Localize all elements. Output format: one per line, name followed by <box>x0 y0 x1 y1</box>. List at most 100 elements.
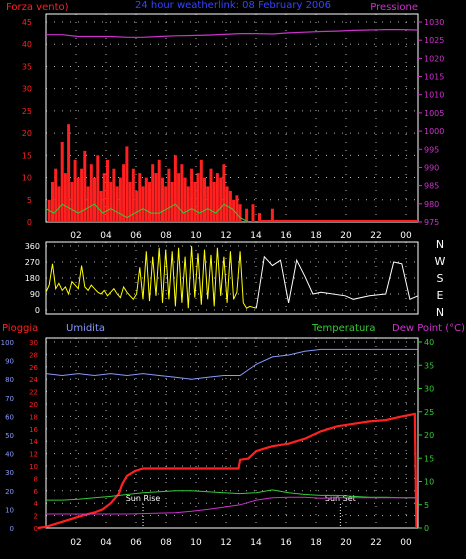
wind-force-bar <box>167 168 171 222</box>
wind-force-bar <box>180 164 184 222</box>
wind-force-bar <box>209 168 213 222</box>
humidity-line <box>45 348 418 380</box>
wind-force-bar <box>106 159 109 222</box>
panel3-rain-tick: 26 <box>29 364 38 372</box>
panel1-title: 24 hour weatherlink: 08 February 2006 <box>135 0 331 11</box>
wind-force-bar <box>109 182 113 222</box>
panel2-compass-label: W <box>435 255 446 268</box>
wind-force-bar <box>222 164 226 222</box>
wind-force-bar <box>148 182 151 222</box>
panel3-rain-tick: 14 <box>29 438 38 446</box>
wind-force-bar <box>245 208 249 222</box>
wind-force-bar <box>161 177 164 222</box>
wind-force-bar <box>173 155 177 222</box>
panel1-y-left-tick: 15 <box>22 151 32 160</box>
wind-force-bar <box>80 168 84 222</box>
panel1-y-left-tick: 40 <box>22 40 32 49</box>
panel3-dewpoint-label: Dew Point (°C) <box>392 323 465 334</box>
panel1-frame <box>45 13 419 223</box>
panel3-humidity-tick: 60 <box>5 413 14 421</box>
panel3-humidity-tick: 90 <box>5 358 14 366</box>
wind-force-bar <box>196 173 200 222</box>
panel3-rain-tick: 28 <box>29 351 38 359</box>
panel3-temperature-label: Temperatura <box>311 323 376 334</box>
panel1-y-right-tick: 1030 <box>424 18 444 27</box>
panel3-x-tick: 04 <box>100 538 112 548</box>
panel1-y-left-tick: 0 <box>27 218 32 227</box>
wind-direction-line-day <box>45 245 257 309</box>
panel1-x-tick: 16 <box>280 231 292 241</box>
panel2-y-tick: 360 <box>25 242 40 251</box>
wind-force-bar <box>76 177 80 222</box>
panel1-x-tick: 12 <box>220 231 231 241</box>
wind-force-bar <box>63 173 67 222</box>
wind-force-bar <box>96 155 100 222</box>
sun-annotation-label: Sun Rise <box>126 494 161 503</box>
wind-force-bar <box>89 164 93 222</box>
panel2-y-tick: 270 <box>25 258 40 267</box>
wind-force-bars <box>47 124 274 222</box>
panel3-x-tick: 18 <box>310 538 322 548</box>
panel1-y-right-tick: 1005 <box>424 109 444 118</box>
panel3-x-tick: 20 <box>340 538 352 548</box>
wind-force-bar <box>67 124 71 222</box>
panel3-rain-tick: 24 <box>29 376 38 384</box>
panel2-compass-label: N <box>436 238 444 251</box>
panel3-humidity-label: Umidita <box>66 323 105 334</box>
panel3-temp-tick: 35 <box>424 361 434 370</box>
panel3-humidity-tick: 70 <box>5 395 14 403</box>
wind-force-bar <box>151 164 155 222</box>
panel2-y-tick: 90 <box>30 290 40 299</box>
wind-force-bar <box>228 190 232 222</box>
panel2-compass-label: S <box>437 272 444 285</box>
wind-force-bar <box>193 182 197 222</box>
panel2-y-tick: 180 <box>25 274 40 283</box>
panel3-temp-tick: 40 <box>424 338 434 347</box>
wind-force-bar <box>199 159 203 222</box>
panel1-y-left-tick: 35 <box>22 62 32 71</box>
wind-force-bar <box>93 177 96 222</box>
panel3-rain-tick: 10 <box>29 463 38 471</box>
wind-force-bar <box>225 186 229 222</box>
panel3-rain-tick: 12 <box>29 451 38 459</box>
wind-force-bar <box>86 186 90 222</box>
panel2-y-tick: 0 <box>35 306 40 315</box>
wind-force-bar <box>157 159 161 222</box>
wind-force-bar <box>190 168 194 222</box>
panel1-y-right-tick: 1015 <box>424 73 444 82</box>
wind-force-bar <box>138 173 142 222</box>
panel3-x-tick: 06 <box>130 538 142 548</box>
panel3-rain-tick: 16 <box>29 426 38 434</box>
wind-force-bar <box>112 168 116 222</box>
wind-force-bar <box>270 208 274 222</box>
panel1-y-left-tick: 20 <box>22 129 32 138</box>
panel1-y-left-tick: 10 <box>22 174 32 183</box>
panel1-x-tick: 14 <box>250 231 262 241</box>
temperature-line <box>46 489 418 501</box>
panel3-humidity-tick: 100 <box>1 339 14 347</box>
panel2-compass-label: N <box>436 306 444 319</box>
wind-force-bar <box>83 150 87 222</box>
panel1-x-tick: 10 <box>190 231 202 241</box>
wind-force-bar <box>170 182 174 222</box>
panel1-x-tick: 00 <box>400 231 412 241</box>
wind-force-bar <box>183 177 187 222</box>
wind-force-bar <box>235 195 239 222</box>
wind-force-bar <box>135 190 139 222</box>
rain-line <box>37 412 418 530</box>
wind-force-bar <box>215 173 219 222</box>
wind-force-bar <box>73 159 77 222</box>
panel1-left-label: Forza vento) <box>6 2 69 13</box>
panel1-y-left-tick: 45 <box>22 18 32 27</box>
wind-force-bar <box>177 173 181 222</box>
panel3-x-tick: 00 <box>400 538 412 548</box>
wind-force-bar <box>164 186 168 222</box>
wind-force-bar <box>57 186 61 222</box>
wind-force-bar <box>206 186 210 222</box>
panel3-rain-tick: 22 <box>29 389 38 397</box>
panel3-rain-label: Pioggia <box>2 323 38 334</box>
panel3-x-tick: 16 <box>280 538 292 548</box>
panel1-grid <box>46 14 418 223</box>
panel1-x-tick: 22 <box>370 231 381 241</box>
